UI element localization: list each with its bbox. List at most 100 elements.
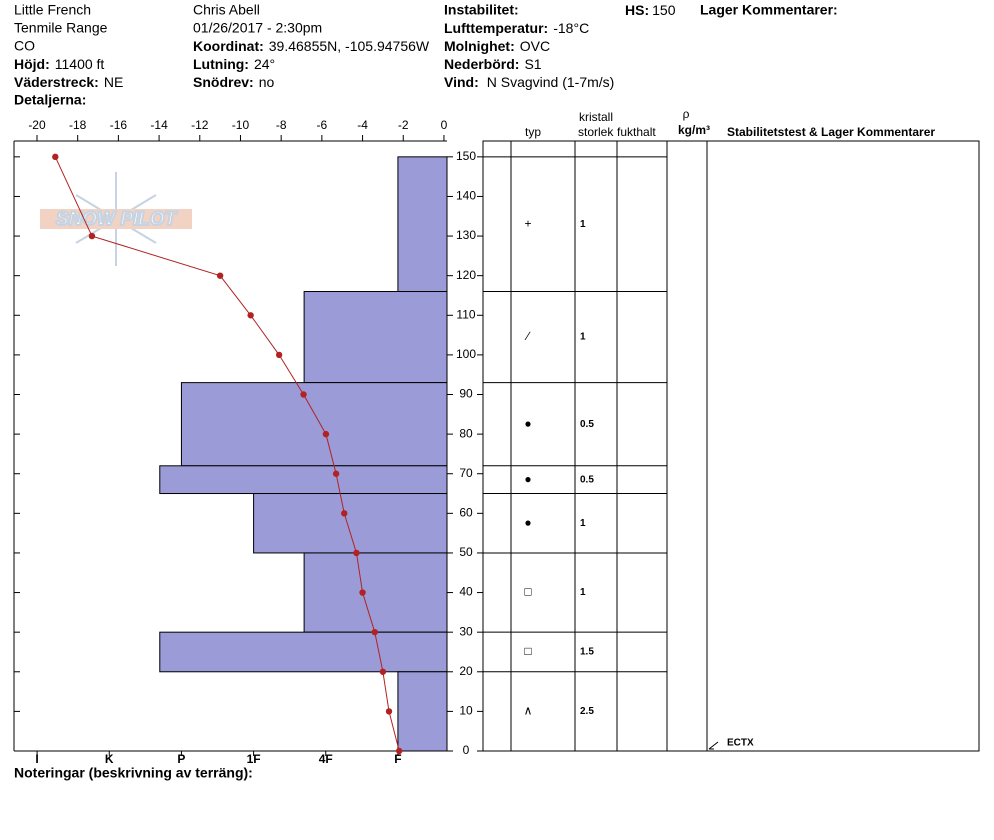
label: HS: bbox=[625, 2, 649, 18]
state: CO bbox=[14, 38, 35, 54]
temperature-point bbox=[300, 391, 307, 398]
temp-tick-label: -16 bbox=[110, 118, 128, 132]
temperature-point bbox=[275, 351, 283, 359]
notes-label: Noteringar (beskrivning av terräng): bbox=[14, 765, 253, 781]
col-header: typ bbox=[525, 125, 541, 139]
col-header: kg/m³ bbox=[678, 123, 710, 137]
col-header: storlek bbox=[578, 125, 614, 139]
label: Molnighet: bbox=[444, 38, 515, 54]
hs: HS: 150 bbox=[625, 2, 676, 18]
y-tick-label: 0 bbox=[463, 743, 470, 757]
hardness-tick-label: F bbox=[394, 752, 401, 766]
value: OVC bbox=[520, 38, 550, 54]
aspect: Väderstreck: NE bbox=[14, 74, 123, 90]
value: 39.46855N, -105.94756W bbox=[269, 38, 430, 54]
hardness-bar bbox=[253, 493, 448, 554]
label: Nederbörd: bbox=[444, 56, 519, 72]
temperature-point bbox=[371, 628, 378, 636]
temperature-point bbox=[385, 708, 393, 715]
temperature-point bbox=[359, 589, 366, 596]
hardness-bar bbox=[397, 671, 448, 752]
temperature-point bbox=[341, 510, 348, 517]
y-tick-label: 30 bbox=[459, 624, 473, 638]
temperature-point bbox=[379, 668, 387, 675]
label: Koordinat: bbox=[193, 38, 264, 54]
temp-tick-label: -18 bbox=[69, 118, 87, 132]
grain-size: 0.5 bbox=[580, 474, 594, 485]
range: Tenmile Range bbox=[14, 20, 108, 36]
test-label: ECTX bbox=[727, 738, 754, 749]
label: Höjd: bbox=[14, 56, 50, 72]
instability-label: Instabilitet: bbox=[444, 2, 519, 18]
value: S1 bbox=[524, 56, 541, 72]
temp-tick-label: -12 bbox=[191, 118, 209, 132]
grain-size: 1 bbox=[580, 332, 586, 343]
value: N Svagvind (1-7m/s) bbox=[487, 74, 615, 90]
col-header: fukthalt bbox=[617, 125, 656, 139]
grain-type: ● bbox=[524, 472, 531, 486]
y-tick-label: 70 bbox=[459, 466, 473, 480]
slope: Lutning: 24° bbox=[193, 56, 275, 72]
label: Lutning: bbox=[193, 56, 249, 72]
hardness-tick-label: 1F bbox=[247, 752, 261, 766]
grain-type: □ bbox=[524, 585, 531, 599]
hardness-bar bbox=[159, 631, 448, 673]
grain-type: ● bbox=[524, 515, 531, 529]
table-frame bbox=[482, 140, 980, 752]
details-label: Detaljerna: bbox=[14, 92, 86, 108]
y-tick-label: 20 bbox=[459, 664, 473, 678]
grain-size: 1.5 bbox=[580, 647, 594, 658]
label: Lufttemperatur: bbox=[444, 20, 548, 36]
precip: Nederbörd: S1 bbox=[444, 56, 542, 72]
value: -18°C bbox=[553, 20, 589, 36]
y-tick-label: 80 bbox=[459, 426, 473, 440]
observer: Chris Abell bbox=[193, 2, 260, 18]
temperature-point bbox=[52, 153, 59, 161]
grain-size: 0.5 bbox=[580, 419, 594, 430]
temperature-point bbox=[322, 430, 330, 438]
temp-tick-label: -8 bbox=[276, 118, 287, 132]
grain-size: 1 bbox=[580, 219, 586, 230]
value: no bbox=[259, 74, 275, 90]
y-tick-label: 10 bbox=[459, 704, 473, 718]
temperature-point bbox=[88, 232, 96, 240]
hardness-bar bbox=[397, 156, 448, 293]
value: 11400 ft bbox=[55, 56, 105, 72]
value: NE bbox=[104, 74, 123, 90]
layer-comments-label: Lager Kommentarer: bbox=[700, 2, 838, 18]
y-tick-label: 50 bbox=[459, 545, 473, 559]
temp-tick-label: -4 bbox=[357, 118, 368, 132]
temperature-point bbox=[247, 312, 254, 319]
temp-tick-label: -2 bbox=[398, 118, 409, 132]
value: 150 bbox=[652, 2, 676, 18]
y-tick-label: 130 bbox=[456, 228, 476, 242]
wind: Vind: N Svagvind (1-7m/s) bbox=[444, 74, 614, 90]
y-tick-label: 150 bbox=[456, 149, 476, 163]
y-tick-label: 90 bbox=[459, 387, 473, 401]
elevation: Höjd: 11400 ft bbox=[14, 56, 104, 72]
col-header: kristall bbox=[579, 110, 613, 124]
grain-type: ∕ bbox=[524, 329, 531, 343]
grain-type: ∧ bbox=[524, 704, 533, 718]
grain-type: ● bbox=[524, 416, 531, 430]
logo: SNOW PILOT bbox=[40, 172, 192, 266]
grain-size: 1 bbox=[580, 518, 586, 529]
y-tick-label: 120 bbox=[456, 268, 476, 282]
temp-tick-label: -10 bbox=[232, 118, 250, 132]
hardness-tick-label: 4F bbox=[319, 752, 333, 766]
air-temp: Lufttemperatur: -18°C bbox=[444, 20, 589, 36]
test-arrow bbox=[708, 741, 719, 750]
y-tick-label: 140 bbox=[456, 189, 476, 203]
grain-type: □ bbox=[524, 644, 531, 658]
y-tick-label: 60 bbox=[459, 506, 473, 520]
wind-loading: Snödrev: no bbox=[193, 74, 274, 90]
temperature-point bbox=[216, 272, 224, 279]
temp-tick-label: -6 bbox=[317, 118, 328, 132]
label: Väderstreck: bbox=[14, 74, 99, 90]
hardness-bar bbox=[303, 552, 448, 633]
coordinates: Koordinat: 39.46855N, -105.94756W bbox=[193, 38, 430, 54]
y-tick-label: 100 bbox=[456, 347, 476, 361]
hardness-tick-label: K bbox=[105, 752, 114, 766]
label: Snödrev: bbox=[193, 74, 254, 90]
col-header: Stabilitetstest & Lager Kommentarer bbox=[727, 125, 935, 139]
